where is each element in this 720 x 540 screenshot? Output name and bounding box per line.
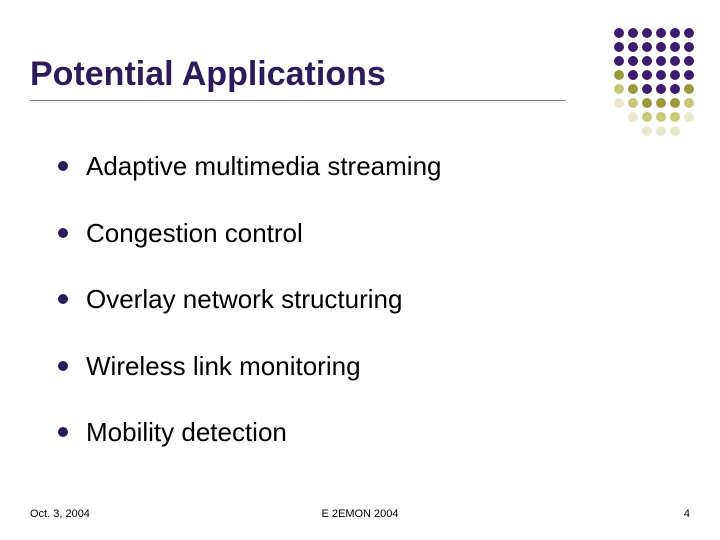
deco-dot [614, 112, 624, 122]
deco-dot [670, 98, 680, 108]
deco-dot [670, 84, 680, 94]
deco-dot [628, 42, 638, 52]
deco-dot [628, 112, 638, 122]
slide: Potential Applications Adaptive multimed… [0, 0, 720, 540]
deco-dot [684, 28, 694, 38]
bullet-dot-icon [58, 361, 68, 371]
bullet-text: Wireless link monitoring [86, 350, 361, 383]
deco-dot [684, 140, 694, 150]
deco-dot [614, 140, 624, 150]
deco-dot [684, 126, 694, 136]
bullet-text: Mobility detection [86, 416, 287, 449]
deco-dot [684, 42, 694, 52]
decorative-dot-grid [614, 28, 696, 152]
deco-dot [614, 70, 624, 80]
deco-dot [642, 84, 652, 94]
deco-dot [684, 70, 694, 80]
deco-dot [642, 126, 652, 136]
bullet-text: Congestion control [86, 217, 303, 250]
deco-dot [628, 70, 638, 80]
deco-dot [614, 98, 624, 108]
bullet-item: Mobility detection [58, 416, 660, 449]
deco-dot [628, 56, 638, 66]
deco-dot [684, 56, 694, 66]
deco-dot [684, 112, 694, 122]
deco-dot [684, 84, 694, 94]
deco-dot [670, 28, 680, 38]
bullet-item: Overlay network structuring [58, 283, 660, 316]
bullet-dot-icon [58, 294, 68, 304]
deco-dot [642, 98, 652, 108]
deco-dot [614, 126, 624, 136]
deco-dot [684, 98, 694, 108]
deco-dot [628, 28, 638, 38]
deco-dot [670, 126, 680, 136]
deco-dot [670, 42, 680, 52]
deco-dot [628, 84, 638, 94]
deco-dot [642, 140, 652, 150]
deco-dot [656, 70, 666, 80]
deco-dot [642, 28, 652, 38]
slide-title: Potential Applications [30, 56, 386, 93]
deco-dot [628, 126, 638, 136]
deco-dot [642, 70, 652, 80]
slide-footer: Oct. 3, 2004 E 2EMON 2004 4 [30, 508, 690, 520]
deco-dot [642, 112, 652, 122]
bullet-text: Adaptive multimedia streaming [86, 150, 442, 183]
deco-dot [614, 84, 624, 94]
deco-dot [656, 98, 666, 108]
deco-dot [656, 56, 666, 66]
footer-page: 4 [684, 508, 690, 520]
deco-dot [670, 70, 680, 80]
deco-dot [656, 28, 666, 38]
deco-dot [656, 126, 666, 136]
deco-dot [656, 112, 666, 122]
deco-dot [670, 112, 680, 122]
deco-dot [656, 140, 666, 150]
deco-dot [614, 28, 624, 38]
deco-dot [628, 98, 638, 108]
bullet-dot-icon [58, 228, 68, 238]
bullet-list: Adaptive multimedia streaming Congestion … [58, 150, 660, 483]
bullet-text: Overlay network structuring [86, 283, 402, 316]
deco-dot [656, 42, 666, 52]
deco-dot [656, 84, 666, 94]
bullet-item: Congestion control [58, 217, 660, 250]
bullet-dot-icon [58, 427, 68, 437]
bullet-item: Wireless link monitoring [58, 350, 660, 383]
bullet-dot-icon [58, 161, 68, 171]
deco-dot [628, 140, 638, 150]
deco-dot [670, 56, 680, 66]
deco-dot [642, 42, 652, 52]
deco-dot [614, 56, 624, 66]
title-rule [30, 100, 566, 101]
deco-dot [642, 56, 652, 66]
deco-dot [670, 140, 680, 150]
bullet-item: Adaptive multimedia streaming [58, 150, 660, 183]
footer-venue: E 2EMON 2004 [30, 508, 690, 520]
footer-date: Oct. 3, 2004 [30, 508, 90, 520]
deco-dot [614, 42, 624, 52]
